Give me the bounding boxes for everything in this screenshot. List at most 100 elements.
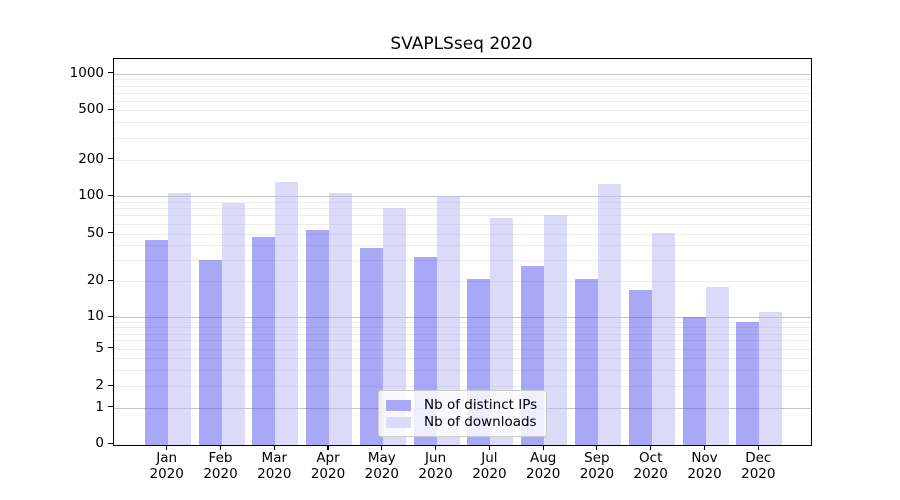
y-tick-label-2: 2 [95, 377, 104, 393]
y-tick-label-500: 500 [78, 101, 104, 118]
y-tick-label-1000: 1000 [69, 64, 104, 81]
plot-area [113, 58, 812, 446]
x-tick-jan-2020 [166, 445, 168, 450]
bar-nb-of-downloads-dec-2020 [759, 312, 783, 445]
legend: Nb of distinct IPs Nb of downloads [378, 390, 547, 437]
bar-nb-of-distinct-ips-dec-2020 [736, 322, 760, 445]
x-tick-feb-2020 [219, 445, 222, 450]
x-tick-label-feb-2020: Feb 2020 [203, 450, 238, 482]
bar-nb-of-distinct-ips-may-2020 [359, 247, 383, 445]
legend-item-downloads: Nb of downloads [386, 414, 538, 430]
y-tick-label-200: 200 [78, 150, 104, 167]
y-tick-1000 [108, 72, 113, 74]
y-tick-label-10: 10 [86, 308, 104, 325]
x-tick-nov-2020 [703, 445, 706, 450]
x-tick-label-jul-2020: Jul 2020 [472, 450, 507, 482]
y-tick-20 [108, 279, 113, 281]
bar-nb-of-distinct-ips-nov-2020 [682, 317, 706, 445]
x-tick-label-dec-2020: Dec 2020 [741, 450, 776, 482]
x-tick-dec-2020 [757, 445, 759, 450]
bar-nb-of-downloads-feb-2020 [221, 203, 245, 445]
minor-gridline-80 [114, 208, 811, 210]
x-tick-label-oct-2020: Oct 2020 [633, 450, 668, 482]
legend-label-distinct-ips: Nb of distinct IPs [424, 397, 538, 413]
bar-nb-of-downloads-sep-2020 [597, 184, 621, 445]
x-tick-oct-2020 [650, 445, 652, 450]
y-tick-500 [108, 108, 113, 110]
bar-nb-of-distinct-ips-mar-2020 [252, 236, 276, 445]
x-tick-label-sep-2020: Sep 2020 [579, 450, 615, 482]
legend-item-distinct-ips: Nb of distinct IPs [386, 397, 538, 413]
bar-nb-of-downloads-aug-2020 [544, 214, 568, 445]
minor-gridline-8 [114, 327, 811, 329]
minor-gridline-3 [114, 369, 811, 371]
minor-gridline-20 [114, 281, 811, 282]
minor-gridline-7 [114, 333, 811, 335]
major-gridline-100 [114, 196, 811, 197]
y-tick-200 [108, 158, 113, 160]
legend-swatch-distinct-ips-icon [386, 399, 411, 411]
minor-gridline-4 [114, 357, 811, 359]
bar-nb-of-downloads-apr-2020 [329, 193, 352, 445]
y-tick-2 [108, 384, 113, 386]
x-tick-label-jan-2020: Jan 2020 [149, 450, 184, 482]
bar-nb-of-distinct-ips-jan-2020 [144, 240, 168, 445]
minor-gridline-400 [114, 122, 811, 124]
y-tick-100 [108, 194, 113, 196]
major-gridline-10 [114, 317, 811, 319]
minor-gridline-70 [114, 215, 811, 217]
bar-nb-of-downloads-oct-2020 [651, 232, 675, 445]
minor-gridline-50 [114, 233, 811, 235]
minor-gridline-300 [114, 137, 811, 139]
bar-nb-of-distinct-ips-apr-2020 [306, 229, 329, 445]
y-tick-label-50: 50 [86, 224, 104, 241]
minor-gridline-700 [114, 92, 811, 94]
y-tick-5 [108, 347, 113, 349]
minor-gridline-90 [114, 201, 811, 203]
minor-gridline-800 [114, 85, 811, 87]
bar-nb-of-distinct-ips-feb-2020 [198, 260, 222, 445]
bar-nb-of-downloads-jul-2020 [490, 217, 514, 445]
bar-nb-of-downloads-jan-2020 [167, 192, 191, 445]
bar-nb-of-distinct-ips-oct-2020 [628, 289, 652, 445]
bar-nb-of-downloads-may-2020 [382, 207, 406, 445]
minor-gridline-5 [114, 348, 811, 350]
major-gridline-1000 [114, 73, 811, 75]
y-tick-label-0: 0 [95, 435, 104, 451]
x-tick-sep-2020 [596, 445, 598, 450]
minor-gridline-6 [114, 340, 811, 342]
chart-title: SVAPLSseq 2020 [390, 34, 533, 54]
x-tick-label-aug-2020: Aug 2020 [526, 450, 561, 482]
x-tick-may-2020 [381, 445, 383, 450]
x-tick-apr-2020 [327, 445, 329, 450]
y-tick-50 [108, 232, 113, 234]
x-tick-label-may-2020: May 2020 [364, 450, 399, 482]
x-tick-label-apr-2020: Apr 2020 [310, 450, 346, 482]
x-tick-jun-2020 [435, 445, 437, 450]
y-tick-label-5: 5 [95, 339, 104, 356]
x-tick-label-mar-2020: Mar 2020 [257, 450, 292, 482]
x-tick-label-nov-2020: Nov 2020 [687, 450, 722, 482]
bar-nb-of-distinct-ips-sep-2020 [574, 278, 598, 445]
legend-swatch-downloads-icon [386, 416, 411, 428]
minor-gridline-40 [114, 245, 811, 247]
minor-gridline-600 [114, 100, 811, 102]
y-tick-label-100: 100 [78, 187, 104, 203]
minor-gridline-900 [114, 79, 811, 81]
x-tick-label-jun-2020: Jun 2020 [418, 450, 453, 482]
y-tick-1 [108, 406, 113, 408]
y-tick-0 [108, 442, 113, 444]
minor-gridline-30 [114, 260, 811, 262]
x-tick-jul-2020 [488, 445, 490, 450]
y-tick-10 [108, 315, 113, 317]
y-tick-label-20: 20 [86, 272, 104, 288]
bar-nb-of-downloads-nov-2020 [705, 286, 729, 445]
legend-label-downloads: Nb of downloads [424, 414, 537, 430]
x-tick-mar-2020 [273, 445, 275, 450]
minor-gridline-2 [114, 386, 811, 387]
minor-gridline-500 [114, 110, 811, 112]
minor-gridline-200 [114, 159, 811, 161]
minor-gridline-60 [114, 223, 811, 225]
minor-gridline-9 [114, 322, 811, 324]
